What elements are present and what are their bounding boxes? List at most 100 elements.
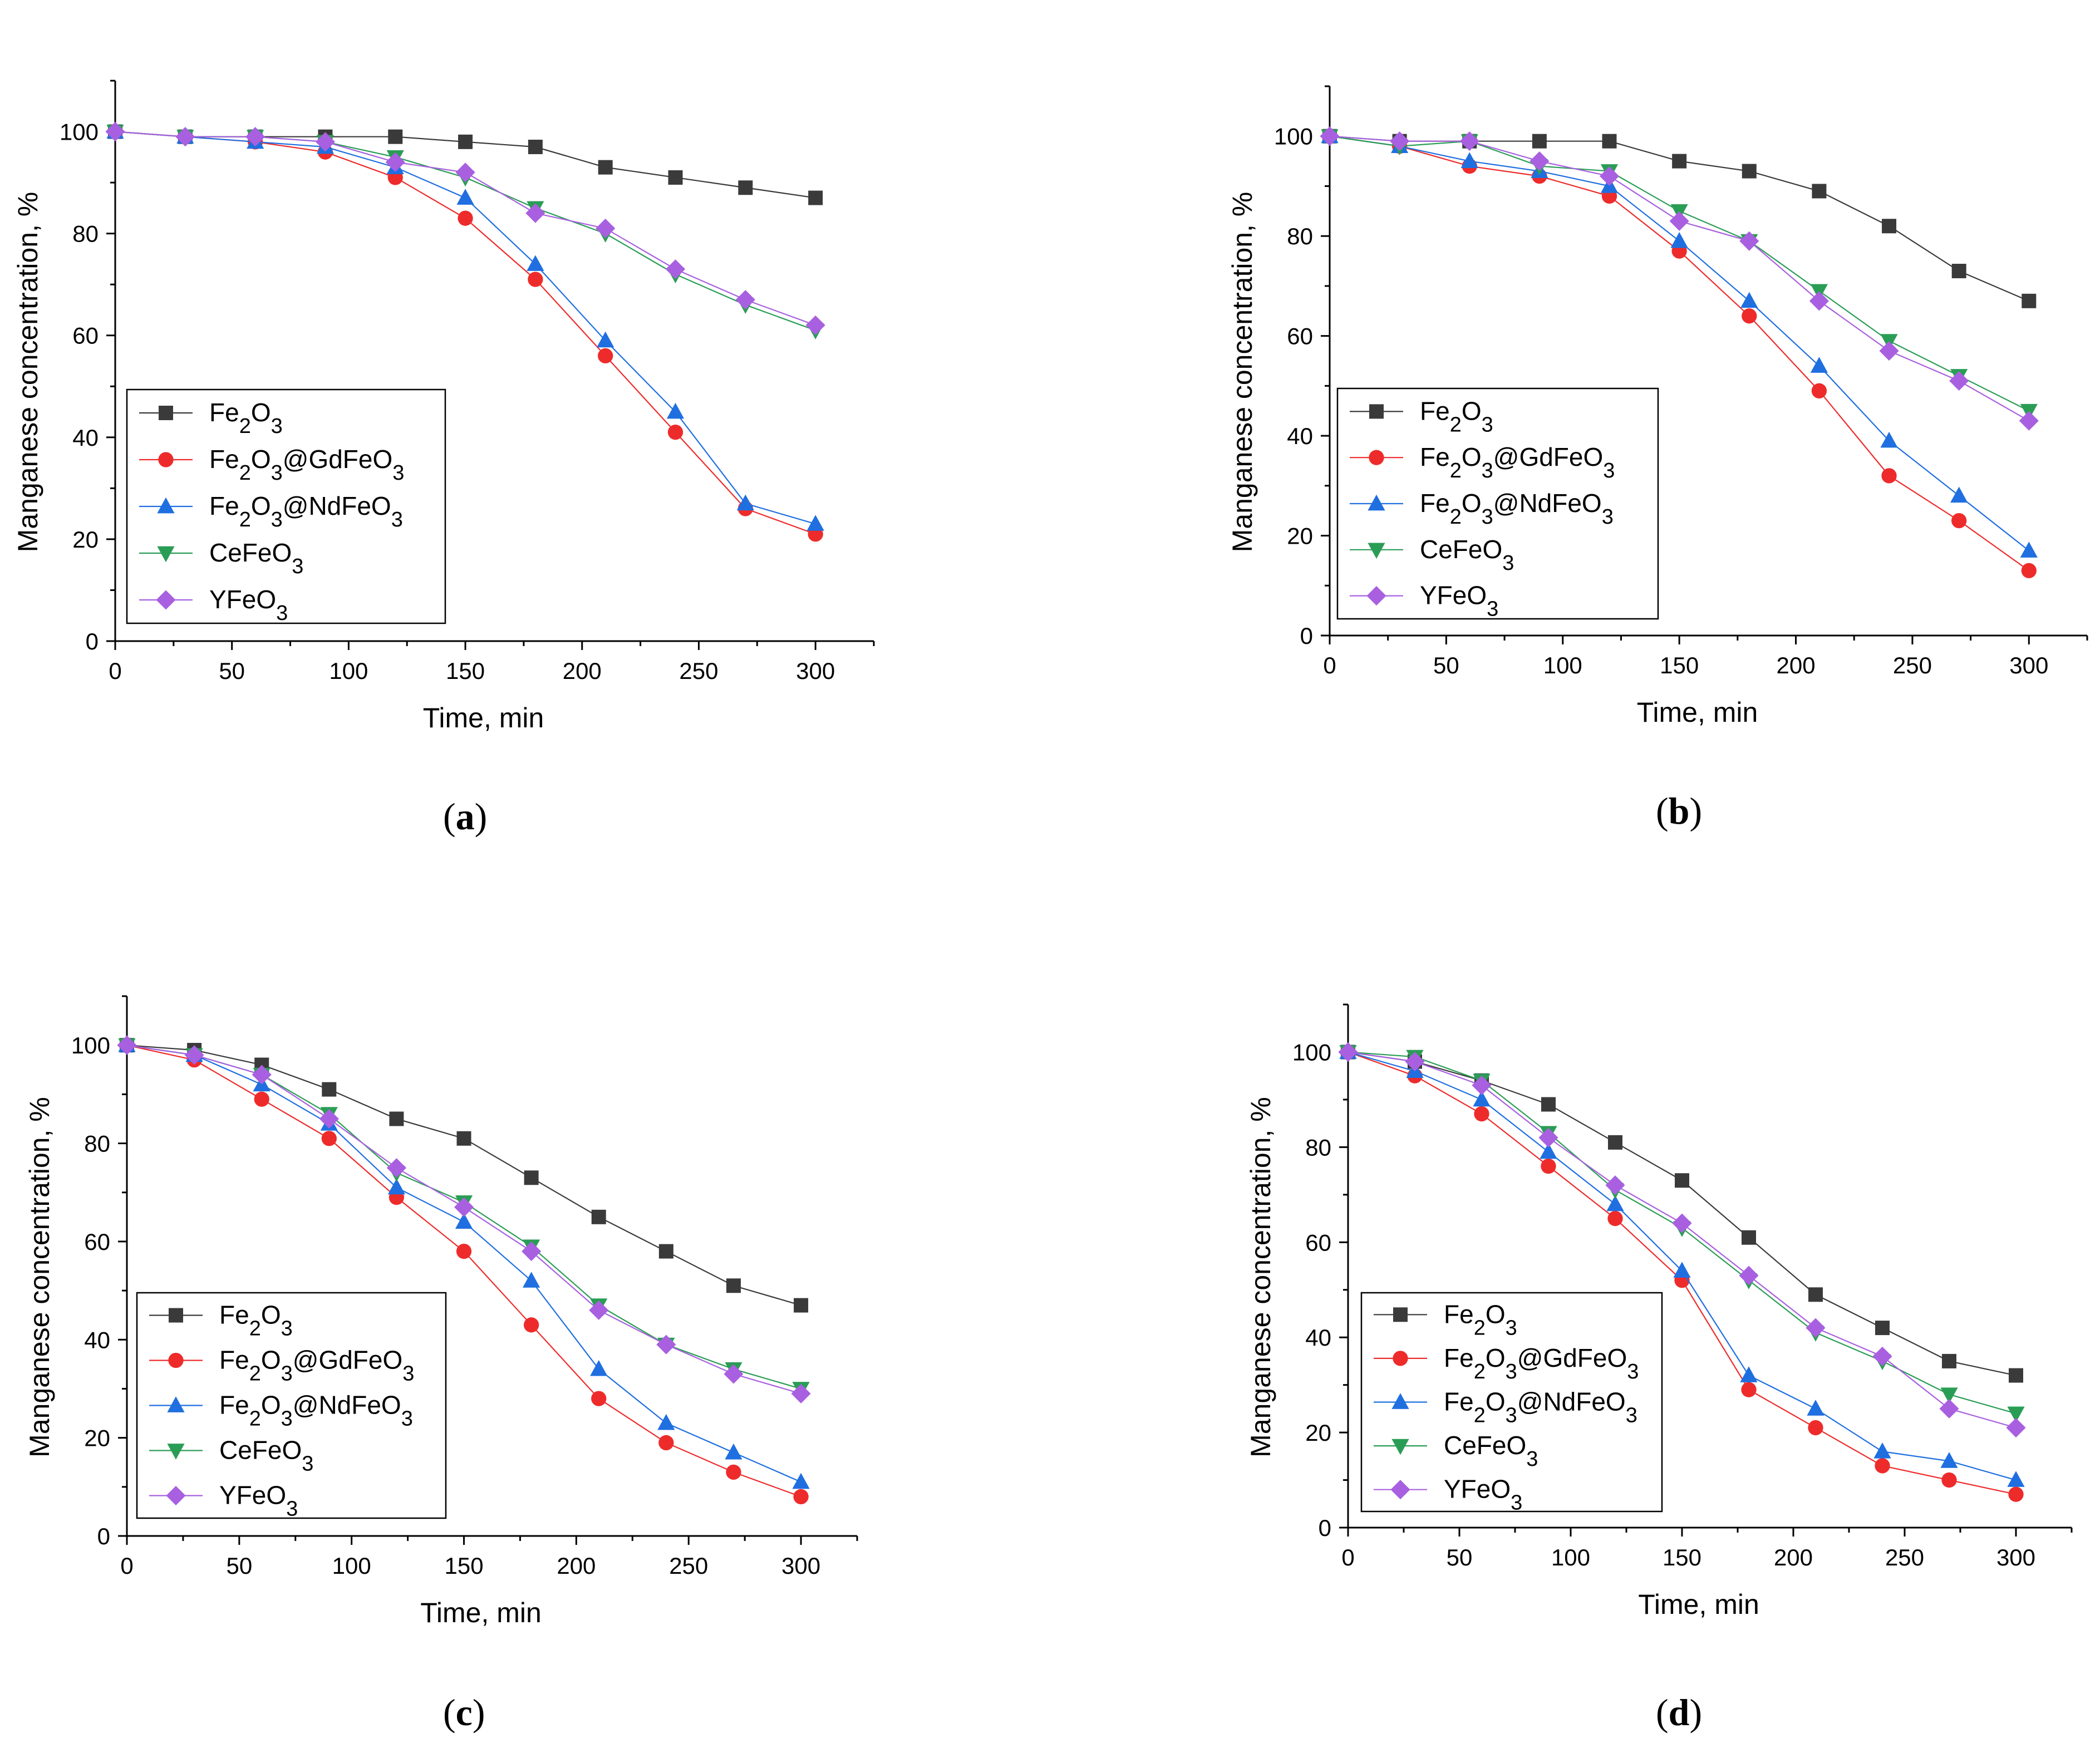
legend-marker bbox=[1391, 1393, 1409, 1409]
y-tick-label: 40 bbox=[72, 425, 99, 451]
data-point bbox=[656, 1334, 676, 1355]
y-tick-label: 0 bbox=[1300, 623, 1313, 649]
legend-marker bbox=[159, 406, 173, 420]
legend-item-CeFeO3: CeFeO3 bbox=[1374, 1431, 1538, 1471]
data-point bbox=[2006, 1417, 2026, 1438]
x-tick-label: 50 bbox=[219, 658, 245, 684]
x-tick-label: 300 bbox=[2009, 652, 2048, 678]
legend-marker bbox=[167, 1444, 185, 1460]
legend-marker bbox=[1368, 494, 1385, 511]
data-point bbox=[591, 1209, 606, 1224]
data-point bbox=[2022, 293, 2037, 308]
data-point bbox=[456, 1131, 471, 1146]
data-point bbox=[175, 127, 195, 147]
x-tick-label: 50 bbox=[1433, 652, 1459, 678]
legend-label: YFeO3 bbox=[1444, 1475, 1522, 1515]
x-tick-label: 0 bbox=[109, 658, 121, 684]
data-point bbox=[1474, 1106, 1489, 1122]
data-point bbox=[527, 255, 544, 271]
data-point bbox=[1742, 308, 1757, 324]
data-point bbox=[1672, 154, 1687, 169]
data-point bbox=[665, 259, 686, 279]
legend-label: Fe2O3 bbox=[1420, 396, 1493, 436]
data-point bbox=[1879, 341, 1899, 361]
data-point bbox=[793, 1489, 809, 1505]
data-point bbox=[1740, 292, 1758, 308]
data-point bbox=[2021, 563, 2037, 579]
data-point bbox=[1881, 468, 1897, 484]
data-point bbox=[1473, 1090, 1491, 1107]
legend: Fe2O3 Fe2O3@GdFeO3 Fe2O3@NdFeO3 CeFeO3 YFeO3 bbox=[136, 1292, 447, 1521]
data-point bbox=[523, 1272, 540, 1288]
caption-b: (b) bbox=[1656, 790, 1703, 832]
data-point bbox=[524, 1170, 539, 1185]
data-point bbox=[1675, 1173, 1689, 1188]
data-point bbox=[319, 1109, 339, 1129]
data-point bbox=[591, 1391, 607, 1406]
legend-marker bbox=[1369, 404, 1384, 419]
data-point bbox=[598, 160, 613, 175]
y-tick-label: 0 bbox=[86, 628, 99, 654]
data-point bbox=[1472, 1075, 1492, 1095]
data-point bbox=[1873, 1442, 1891, 1459]
data-point bbox=[2009, 1368, 2023, 1383]
data-point bbox=[458, 210, 473, 226]
series-YFeO3 bbox=[105, 121, 825, 335]
legend-marker bbox=[1393, 1351, 1408, 1366]
data-point bbox=[808, 190, 823, 205]
data-point bbox=[2020, 541, 2038, 558]
x-tick-label: 100 bbox=[1551, 1544, 1590, 1570]
caption-a: (a) bbox=[443, 795, 488, 838]
y-tick-label: 40 bbox=[84, 1327, 110, 1353]
series-CeFeO3 bbox=[1321, 129, 2038, 420]
y-tick-label: 60 bbox=[1305, 1229, 1331, 1255]
y-axis-label: Manganese concentration, % bbox=[1227, 192, 1258, 553]
data-point bbox=[726, 1278, 741, 1293]
caption-d: (d) bbox=[1656, 1691, 1703, 1734]
legend-marker bbox=[158, 452, 174, 467]
data-point bbox=[791, 1383, 811, 1404]
y-tick-label: 0 bbox=[1319, 1515, 1331, 1541]
legend-label: Fe2O3@GdFeO3 bbox=[219, 1346, 414, 1386]
data-point bbox=[1405, 1051, 1425, 1072]
x-tick-label: 100 bbox=[1543, 652, 1582, 678]
data-point bbox=[322, 1082, 337, 1097]
legend-item-YFeO3: YFeO3 bbox=[1374, 1475, 1522, 1515]
legend-marker bbox=[169, 1308, 183, 1323]
x-tick-label: 200 bbox=[1774, 1544, 1813, 1570]
data-point bbox=[245, 127, 265, 147]
legend-label: Fe2O3@NdFeO3 bbox=[209, 491, 403, 531]
series-YFeO3 bbox=[117, 1035, 811, 1404]
y-tick-label: 80 bbox=[1287, 223, 1313, 249]
x-tick-label: 150 bbox=[444, 1553, 483, 1579]
data-point bbox=[1942, 1353, 1956, 1368]
data-point bbox=[1541, 1097, 1556, 1112]
data-point bbox=[528, 272, 543, 287]
data-point bbox=[736, 494, 754, 511]
x-tick-label: 0 bbox=[1323, 652, 1336, 678]
data-point bbox=[738, 180, 753, 195]
x-tick-label: 250 bbox=[1893, 652, 1932, 678]
y-tick-label: 60 bbox=[1287, 323, 1313, 349]
y-tick-label: 20 bbox=[72, 526, 99, 553]
legend-label: Fe2O3@GdFeO3 bbox=[1420, 442, 1615, 482]
x-tick-label: 250 bbox=[1885, 1544, 1924, 1570]
data-point bbox=[184, 1045, 204, 1065]
series-Fe2O3 bbox=[120, 1038, 809, 1313]
data-point bbox=[2007, 1406, 2025, 1423]
data-point bbox=[1338, 1042, 1358, 1062]
y-tick-label: 100 bbox=[1292, 1039, 1331, 1065]
data-point bbox=[589, 1300, 609, 1320]
y-axis-label: Manganese concentration, % bbox=[24, 1097, 55, 1457]
legend-marker bbox=[167, 1396, 185, 1412]
data-point bbox=[252, 1065, 272, 1085]
legend-label: Fe2O3@GdFeO3 bbox=[1444, 1343, 1639, 1383]
data-point bbox=[386, 1158, 406, 1178]
data-point bbox=[525, 203, 545, 223]
legend-item-YFeO3: YFeO3 bbox=[1350, 581, 1498, 621]
data-point bbox=[385, 152, 405, 173]
y-tick-label: 60 bbox=[72, 323, 99, 349]
data-point bbox=[1940, 1452, 1958, 1468]
series-YFeO3 bbox=[1320, 126, 2039, 431]
data-point bbox=[1460, 152, 1478, 168]
